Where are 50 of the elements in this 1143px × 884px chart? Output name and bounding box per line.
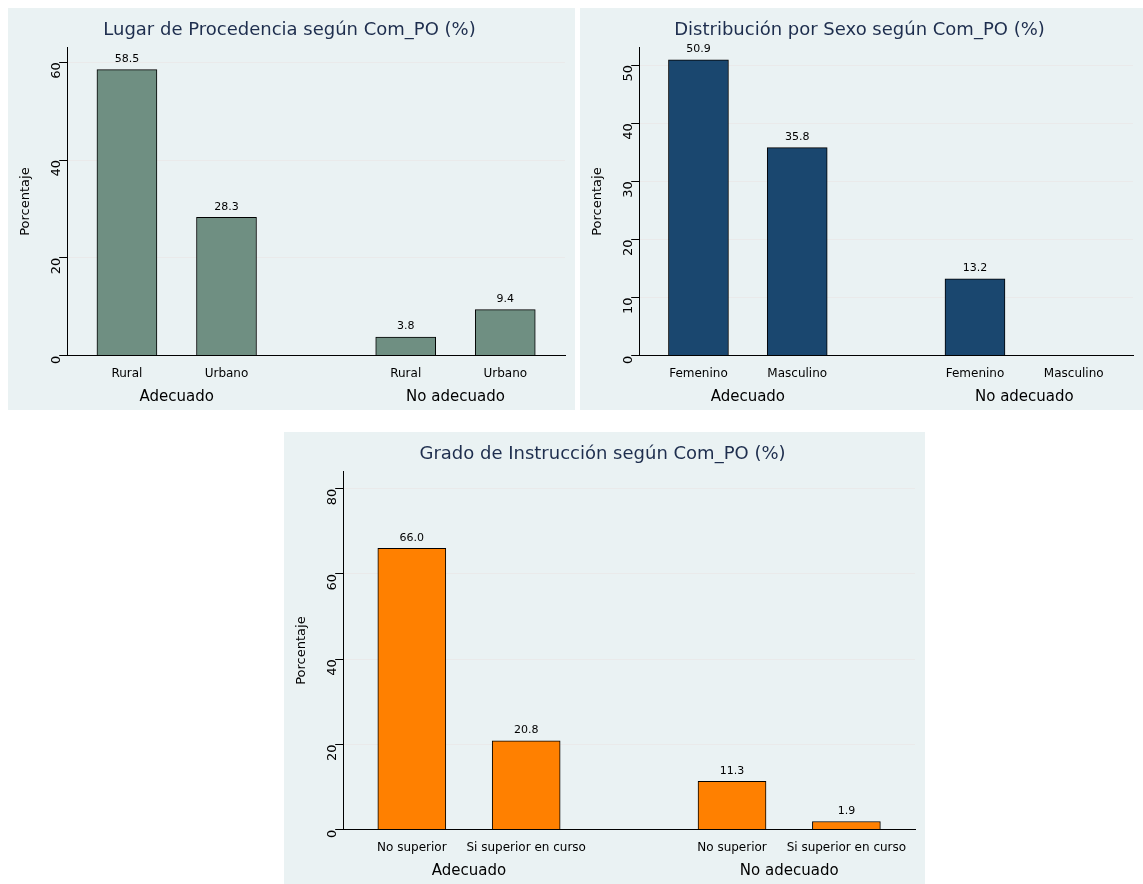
data-label: 9.4 [496,292,515,305]
chart-title: Lugar de Procedencia según Com_PO (%) [103,18,476,41]
y-tick-label: 20 [323,744,339,761]
text: No adecuado [974,387,1074,406]
x-tick-label: Rural [390,365,422,380]
y-tick-label: 40 [47,160,63,177]
text: Adecuado [431,861,507,880]
chart-title: Grado de Instrucción según Com_PO (%) [419,442,786,465]
y-tick-label: 0 [323,829,339,838]
data-label: 50.9 [686,42,711,56]
x-tick-label: Urbano [483,365,528,380]
y-tick-label: 0 [47,355,63,364]
data-label: 3.8 [396,319,415,333]
data-label: 11.3 [719,763,745,777]
y-tick-label: 80 [323,488,339,506]
y-axis-title: Porcentaje [589,167,605,236]
y-axis-title: Porcentaje [17,167,33,236]
data-label: 20.8 [513,723,539,737]
data-label: 35.8 [784,129,810,143]
data-label: 1.9 [837,803,856,817]
x-tick-label: Femenino [945,365,1005,380]
y-tick-label: 60 [47,62,63,79]
y-tick-label: 40 [619,123,635,140]
y-tick-label: 0 [619,355,635,364]
text: Adecuado [710,387,786,406]
x-tick-label: Si superior en curso [786,839,907,854]
x-tick-label: Femenino [669,365,728,380]
x-tick-label: Si superior en curso [466,839,586,854]
y-tick-label: 10 [619,297,635,315]
y-tick-label: 60 [323,573,339,591]
y-tick-label: 50 [619,65,635,82]
x-tick-label: No superior [697,839,767,854]
y-axis-title: Porcentaje [293,616,309,685]
y-tick-label: 20 [619,239,635,256]
text: No adecuado [406,387,505,406]
x-tick-label: Urbano [204,365,249,380]
y-tick-label: 40 [323,659,339,676]
data-label: 13.2 [962,261,988,275]
text: No adecuado [739,861,839,880]
y-tick-label: 20 [47,257,63,275]
chart-title: Distribución por Sexo según Com_PO (%) [674,18,1045,41]
x-tick-label: Masculino [767,365,828,380]
text: Adecuado [139,387,214,406]
data-label: 58.5 [114,51,140,65]
x-tick-label: Masculino [1043,365,1104,380]
x-tick-label: No superior [377,839,447,854]
x-tick-label: Rural [111,365,143,380]
y-tick-label: 30 [619,181,635,198]
data-label: 66.0 [399,530,425,544]
data-label: 28.3 [214,199,239,213]
